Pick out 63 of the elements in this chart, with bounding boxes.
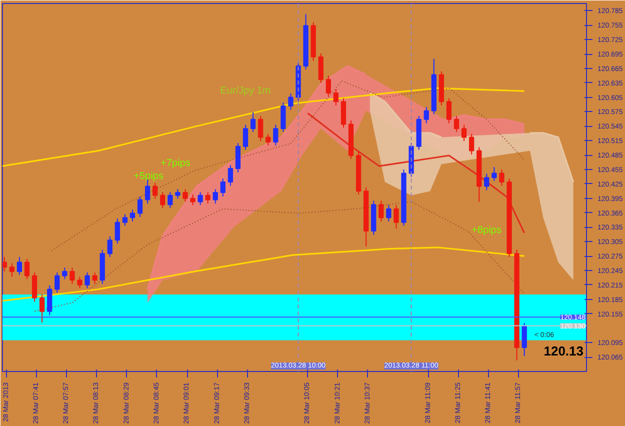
candlestick <box>130 209 136 222</box>
annotation: +8pips <box>472 225 502 236</box>
candlestick <box>394 204 399 230</box>
candlestick <box>492 166 497 182</box>
text: Eur/Jpy 1m <box>220 86 271 96</box>
candlestick <box>205 192 210 204</box>
candlestick <box>190 194 196 206</box>
candlestick <box>77 276 82 289</box>
line-series <box>306 112 526 234</box>
candlestick <box>288 92 294 110</box>
candlestick <box>107 236 112 258</box>
candlestick <box>424 106 429 124</box>
candlestick <box>242 124 248 150</box>
candlestick <box>47 284 52 316</box>
candlestick <box>70 267 75 284</box>
candlestick <box>152 182 158 200</box>
line-series <box>2 87 526 167</box>
candlestick <box>84 272 90 289</box>
candlestick <box>175 188 180 200</box>
candlestick <box>160 192 166 208</box>
candlestick <box>16 256 22 276</box>
candlestick <box>469 133 474 156</box>
candlestick <box>499 168 504 186</box>
line-series <box>2 246 526 302</box>
candlestick <box>318 53 324 84</box>
candlestick <box>24 258 30 280</box>
candlestick <box>273 124 278 146</box>
candlestick <box>92 272 98 284</box>
annotation: +5pips <box>134 171 164 182</box>
candlestick <box>182 188 188 202</box>
candlestick <box>386 204 392 222</box>
candlestick <box>114 218 120 244</box>
candlestick <box>454 116 460 132</box>
candlestick <box>235 142 241 173</box>
candlestick <box>212 188 218 204</box>
line-series <box>34 201 525 312</box>
candlestick <box>137 196 143 218</box>
candlestick <box>266 133 271 146</box>
annotation: 120.13 <box>544 344 584 358</box>
line-series <box>50 80 525 252</box>
candlestick <box>122 214 128 226</box>
candlestick <box>280 102 286 132</box>
candlestick <box>522 322 527 357</box>
candlestick <box>340 98 346 128</box>
candlestick <box>198 192 203 206</box>
candlestick <box>258 116 264 142</box>
candlestick <box>333 88 339 106</box>
candlestick <box>461 124 467 142</box>
candlestick <box>62 267 68 280</box>
candlestick <box>326 75 331 97</box>
candlestick <box>32 272 38 302</box>
candlestick <box>168 192 173 208</box>
annotation: +7pips <box>160 158 190 169</box>
candlestick <box>39 294 45 323</box>
candlestick <box>484 173 490 191</box>
candlestick <box>378 200 384 222</box>
candlestick <box>54 272 60 294</box>
candlestick <box>250 112 256 132</box>
candlestick <box>2 256 7 272</box>
candlestick <box>228 164 234 186</box>
candlestick <box>220 178 226 197</box>
candlestick <box>9 262 14 278</box>
candlestick <box>446 98 452 124</box>
